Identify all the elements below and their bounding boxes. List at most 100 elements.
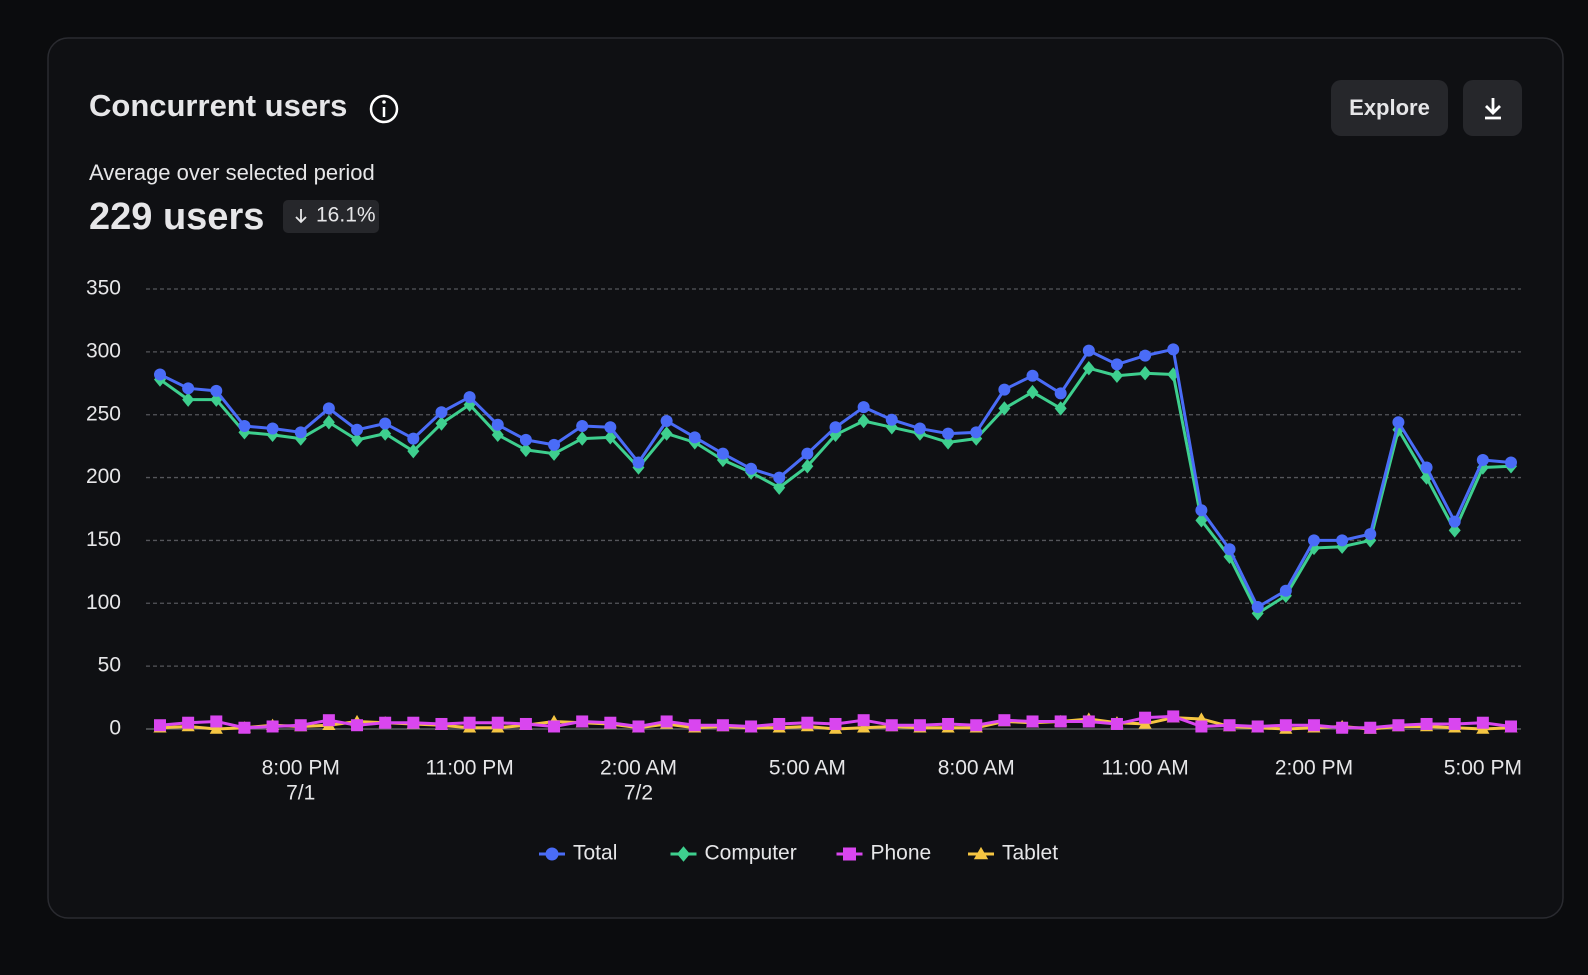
point [970,426,983,439]
point [379,716,392,729]
point [1167,343,1180,356]
point [435,717,448,730]
point [548,720,561,733]
point [1336,721,1349,734]
series-total [154,343,1517,614]
point [1307,719,1320,732]
y-tick-label: 200 [86,465,121,488]
point [351,719,364,732]
point [801,716,814,729]
point [1110,358,1123,371]
point [829,717,842,730]
point [716,719,729,732]
x-tick-label: 11:00 PM [425,757,513,780]
point [942,427,955,440]
point [548,446,561,461]
point [660,426,673,441]
point [1110,717,1123,730]
point [1082,344,1095,357]
x-tick-label: 11:00 AM [1102,757,1189,780]
point [1195,504,1208,517]
series-phone [154,710,1517,734]
point [660,715,673,728]
legend-label: Phone [871,842,932,865]
legend-item[interactable]: Tablet [968,842,1058,865]
point [913,422,926,435]
legend-item[interactable]: Phone [836,842,932,865]
point [1505,720,1517,733]
point [773,480,786,495]
legend-item[interactable]: Computer [670,842,797,865]
point [238,721,251,734]
point [1195,513,1208,528]
point [773,471,786,484]
point [1139,349,1152,362]
point [1336,534,1349,547]
point [1251,601,1264,614]
point [322,714,335,727]
y-tick-label: 300 [86,339,121,362]
point [1336,539,1349,554]
point [407,443,420,459]
x-tick-label: 5:00 AM [769,757,846,780]
point [322,415,335,430]
point [604,430,617,445]
point [463,391,476,404]
legend-item[interactable]: Total [539,842,617,865]
download-button[interactable] [1463,80,1522,136]
point [154,368,166,381]
point [998,714,1011,727]
point [716,447,729,460]
explore-button[interactable]: Explore [1331,80,1448,136]
point [1251,720,1264,733]
point [1392,719,1405,732]
card-title: Concurrent users [89,88,347,123]
point [632,720,645,733]
point [407,432,420,445]
point [1364,721,1377,734]
point [1279,584,1292,597]
point [519,433,532,446]
x-tick-label: 2:00 PM [1275,757,1353,780]
point [379,426,392,441]
point [463,716,476,729]
point [182,716,195,729]
point [1139,366,1152,381]
point [1054,715,1067,728]
point [998,383,1011,396]
point [576,431,589,446]
point [885,413,898,426]
point [913,719,926,732]
point [182,392,195,407]
point [491,716,504,729]
point [970,719,983,732]
point [294,719,307,732]
point [942,435,955,450]
point [435,406,448,419]
point [1448,523,1461,538]
point [1223,543,1236,556]
point [1420,717,1433,730]
point [491,427,504,443]
point [1223,719,1236,732]
info-icon[interactable] [369,94,399,124]
change-value: 16.1% [316,204,376,227]
point [576,420,589,433]
y-tick-label: 50 [98,654,121,677]
y-tick-label: 0 [109,717,121,740]
point [548,438,561,451]
y-tick-label: 100 [86,591,121,614]
point [576,715,589,728]
point [1392,416,1405,429]
point [1167,710,1180,723]
point [435,416,448,431]
x-tick-label: 5:00 PM [1444,757,1522,780]
point [677,846,690,862]
point [801,459,814,474]
point [519,442,532,458]
x-tick-date: 7/1 [286,782,315,805]
point [1476,453,1489,466]
point [491,418,504,431]
